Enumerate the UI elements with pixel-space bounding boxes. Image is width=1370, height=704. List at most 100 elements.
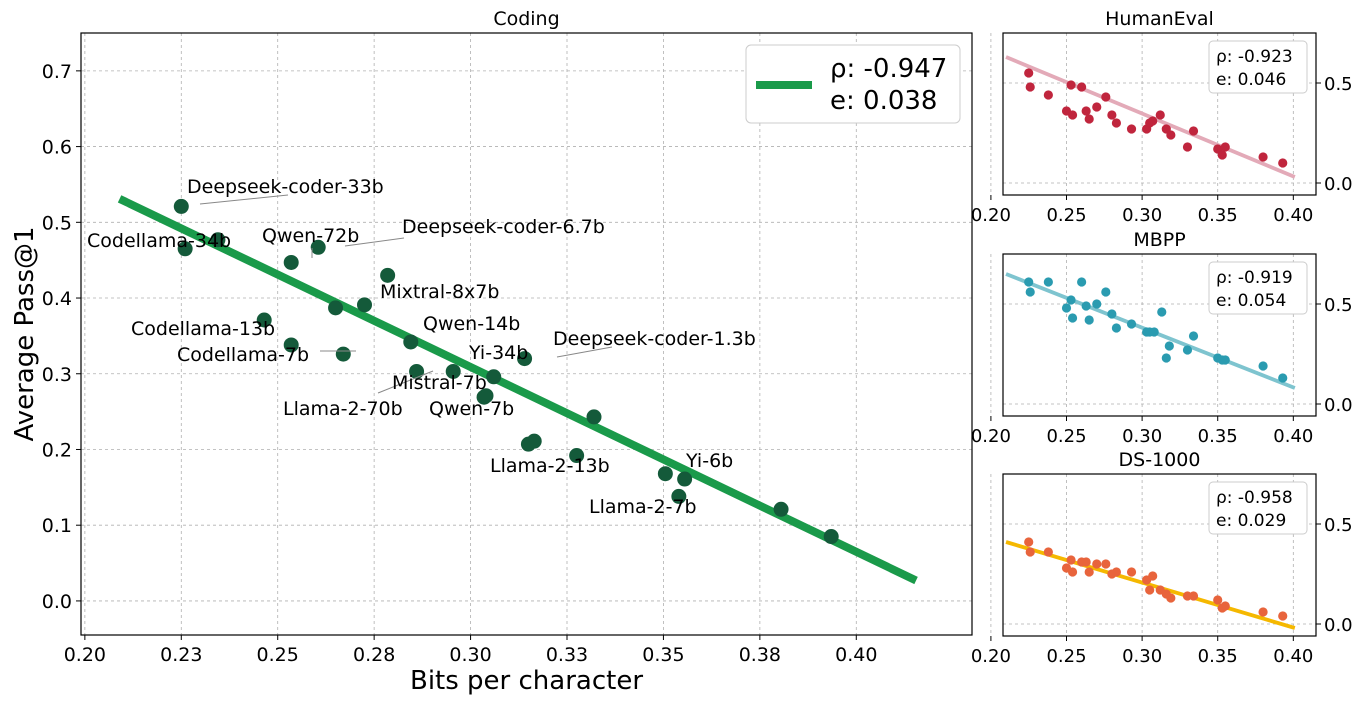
data-point (1155, 110, 1165, 120)
point-label: Deepseek-coder-1.3b (553, 328, 756, 350)
x-tick-label: 0.40 (1273, 646, 1313, 667)
data-point (526, 433, 542, 449)
label-leader-line (556, 346, 613, 358)
data-point (1077, 277, 1087, 287)
y-tick-label: 0.7 (42, 61, 72, 83)
x-tick-label: 0.25 (1046, 646, 1086, 667)
data-point (1182, 142, 1193, 152)
data-point (1043, 277, 1053, 287)
chart-title: Coding (493, 8, 559, 30)
data-point (1066, 555, 1076, 565)
y-tick-label: 0.5 (1324, 515, 1353, 536)
y-tick-label: 0.5 (1324, 74, 1353, 95)
data-point (380, 267, 396, 283)
chart-title: MBPP (1133, 229, 1185, 251)
point-label: Yi-34b (468, 342, 528, 364)
data-point (1084, 567, 1094, 577)
y-tick-label: 0.4 (42, 288, 72, 310)
data-point (409, 363, 425, 379)
data-point (1258, 607, 1268, 617)
x-tick-label: 0.20 (971, 205, 1011, 226)
data-point (1067, 110, 1078, 120)
data-point (586, 409, 602, 425)
data-point (1111, 567, 1122, 577)
label-leader-line (199, 194, 289, 205)
axes-frame (80, 32, 973, 636)
data-point (1024, 277, 1034, 287)
data-point (1092, 299, 1102, 309)
point-label: Yi-6b (685, 450, 733, 472)
data-point (1148, 116, 1158, 126)
y-tick-label: 0.0 (42, 591, 72, 613)
point-label: Mistral-7b (392, 372, 487, 394)
data-point (671, 488, 687, 504)
x-tick-label: 0.28 (353, 644, 395, 666)
data-point (1024, 68, 1034, 78)
data-point (1217, 150, 1227, 160)
data-point (328, 300, 344, 316)
legend-box (745, 44, 961, 124)
data-point (1278, 158, 1288, 168)
data-point (1043, 547, 1053, 557)
x-tick-label: 0.40 (835, 644, 877, 666)
legend-box (1208, 261, 1308, 315)
chart-ds-1000: 0.20 0.25 0.30 0.35 0.40 0.0 0.5 DS-1000 ρ: -0.9… (971, 449, 1353, 667)
point-label: Llama-2-70b (283, 398, 403, 420)
data-point (1092, 559, 1102, 569)
point-label: Llama-2-13b (490, 455, 610, 477)
data-point (1084, 315, 1094, 325)
data-point (1101, 287, 1111, 297)
data-point (1126, 124, 1137, 134)
x-tick-label: 0.35 (1198, 646, 1238, 667)
data-point (1111, 118, 1122, 128)
data-point (1043, 90, 1053, 100)
axes-frame (1002, 473, 1317, 637)
data-point (478, 388, 494, 404)
data-point (1067, 567, 1078, 577)
data-point (1101, 559, 1111, 569)
data-point (1025, 287, 1035, 297)
data-point (1220, 142, 1230, 152)
legend-box (1208, 40, 1308, 94)
y-tick-label: 0.0 (1324, 395, 1353, 416)
data-point (486, 369, 502, 385)
data-point (1092, 102, 1102, 112)
x-tick-label: 0.25 (1046, 205, 1086, 226)
data-point (823, 529, 839, 545)
legend: ρ: -0.923 e: 0.046 (1208, 40, 1308, 94)
legend-rho: ρ: -0.923 (1216, 47, 1293, 67)
point-label: Qwen-72b (262, 225, 359, 247)
data-point (283, 254, 299, 270)
axes-frame (1002, 32, 1317, 196)
y-tick-label: 0.6 (42, 137, 72, 159)
data-point (1188, 591, 1199, 601)
data-point (210, 232, 226, 248)
point-label: Llama-2-7b (589, 496, 697, 518)
data-point (1101, 92, 1111, 102)
data-point (1258, 361, 1268, 371)
legend-error: e: 0.054 (1216, 291, 1286, 311)
data-point (1107, 110, 1117, 120)
legend-rho: ρ: -0.947 (830, 54, 947, 84)
legend-error: e: 0.029 (1216, 511, 1286, 531)
data-point (1278, 373, 1288, 383)
data-point (1025, 547, 1035, 557)
data-point (569, 448, 585, 464)
fit-line (1005, 540, 1296, 630)
data-point (403, 334, 419, 350)
chart-title: HumanEval (1105, 8, 1214, 30)
y-tick-label: 0.1 (42, 515, 72, 537)
data-point (1107, 309, 1117, 319)
x-tick-label: 0.30 (1122, 426, 1162, 447)
legend: ρ: -0.958 e: 0.029 (1208, 481, 1308, 535)
x-tick-label: 0.35 (642, 644, 684, 666)
y-tick-label: 0.5 (42, 212, 72, 234)
data-point (1126, 319, 1137, 329)
x-tick-label: 0.35 (1198, 205, 1238, 226)
data-point (1182, 345, 1193, 355)
data-point (1220, 355, 1230, 365)
point-label: Qwen-7b (429, 398, 514, 420)
legend-rho: ρ: -0.919 (1216, 268, 1293, 288)
